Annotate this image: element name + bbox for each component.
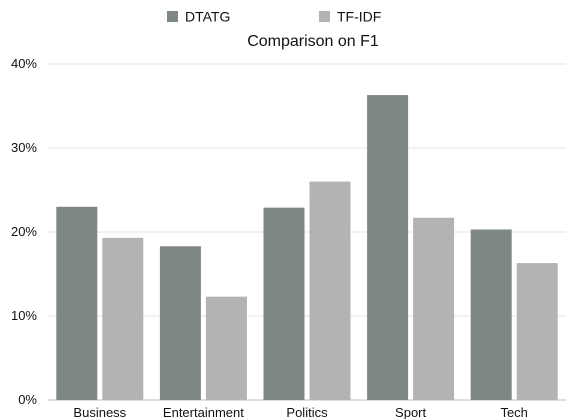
bar-dtatg-sport	[367, 95, 409, 400]
bar-dtatg-tech	[470, 229, 512, 400]
chart-title: Comparison on F1	[247, 33, 379, 50]
bar-tf-idf-politics	[309, 181, 351, 400]
y-tick-label: 10%	[11, 308, 37, 323]
x-category-label: Politics	[286, 405, 328, 419]
bar-tf-idf-sport	[413, 217, 455, 400]
y-tick-label: 0%	[18, 392, 37, 407]
y-tick-label: 40%	[11, 56, 37, 71]
y-tick-label: 20%	[11, 224, 37, 239]
y-tick-label: 30%	[11, 140, 37, 155]
x-category-label: Sport	[395, 405, 426, 419]
x-axis-categories: Business Entertainment Politics Sport Tech	[73, 405, 528, 419]
bar-tf-idf-tech	[516, 263, 558, 400]
legend-swatch	[319, 11, 330, 22]
y-axis-ticks: 0% 10% 20% 30% 40%	[11, 56, 37, 407]
bar-dtatg-politics	[263, 207, 305, 400]
x-category-label: Business	[73, 405, 126, 419]
x-category-label: Entertainment	[163, 405, 244, 419]
legend-swatch	[167, 11, 178, 22]
legend-label: DTATG	[185, 9, 230, 25]
bar-tf-idf-business	[102, 237, 144, 400]
legend: DTATG TF-IDF	[167, 9, 381, 25]
bar-tf-idf-entertainment	[205, 296, 247, 400]
bars	[56, 95, 558, 400]
bar-dtatg-business	[56, 206, 98, 400]
x-category-label: Tech	[500, 405, 527, 419]
bar-dtatg-entertainment	[159, 246, 201, 400]
legend-label: TF-IDF	[337, 9, 381, 25]
